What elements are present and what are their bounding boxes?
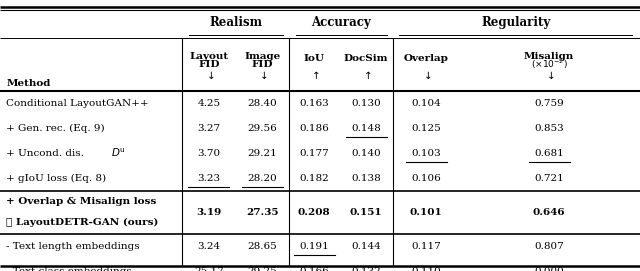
Text: 28.20: 28.20 xyxy=(248,173,277,183)
Text: 0.110: 0.110 xyxy=(412,267,441,271)
Text: 29.25: 29.25 xyxy=(248,267,277,271)
Text: 4.25: 4.25 xyxy=(197,99,221,108)
Text: 0.140: 0.140 xyxy=(351,149,381,158)
Text: 0.144: 0.144 xyxy=(351,242,381,251)
Text: + Gen. rec. (Eq. 9): + Gen. rec. (Eq. 9) xyxy=(6,124,105,133)
Text: - Text length embeddings: - Text length embeddings xyxy=(6,242,140,251)
Text: 0.104: 0.104 xyxy=(412,99,441,108)
Text: 0.853: 0.853 xyxy=(534,124,564,133)
Text: $\downarrow$: $\downarrow$ xyxy=(421,70,431,81)
Text: 25.17: 25.17 xyxy=(194,267,224,271)
Text: 27.35: 27.35 xyxy=(246,208,278,217)
Text: Misalign: Misalign xyxy=(524,52,574,61)
Text: $\downarrow$: $\downarrow$ xyxy=(544,70,554,81)
Text: 28.65: 28.65 xyxy=(248,242,277,251)
Text: 0.759: 0.759 xyxy=(534,99,564,108)
Text: Overlap: Overlap xyxy=(404,54,449,63)
Text: 0.103: 0.103 xyxy=(412,149,441,158)
Text: 3.27: 3.27 xyxy=(197,124,221,133)
Text: 0.000: 0.000 xyxy=(534,267,564,271)
Text: 3.19: 3.19 xyxy=(196,208,221,217)
Text: ≅ LayoutDETR-GAN (ours): ≅ LayoutDETR-GAN (ours) xyxy=(6,218,159,227)
Text: 0.163: 0.163 xyxy=(300,99,329,108)
Text: IoU: IoU xyxy=(304,54,324,63)
Text: Conditional LayoutGAN++: Conditional LayoutGAN++ xyxy=(6,99,149,108)
Text: 29.56: 29.56 xyxy=(248,124,277,133)
Text: 29.21: 29.21 xyxy=(248,149,277,158)
Text: 0.191: 0.191 xyxy=(300,242,329,251)
Text: Layout: Layout xyxy=(189,52,228,61)
Text: $\uparrow$: $\uparrow$ xyxy=(361,69,371,81)
Text: 0.130: 0.130 xyxy=(351,99,381,108)
Text: - Text class embeddings: - Text class embeddings xyxy=(6,267,132,271)
Text: + Uncond. dis.: + Uncond. dis. xyxy=(6,149,88,158)
Text: 0.721: 0.721 xyxy=(534,173,564,183)
Text: Accuracy: Accuracy xyxy=(311,16,371,29)
Text: 0.208: 0.208 xyxy=(298,208,330,217)
Text: FID: FID xyxy=(252,60,273,69)
Text: + gIoU loss (Eq. 8): + gIoU loss (Eq. 8) xyxy=(6,173,106,183)
Text: Image: Image xyxy=(244,52,280,61)
Text: $\downarrow$: $\downarrow$ xyxy=(257,70,268,81)
Text: 0.125: 0.125 xyxy=(412,124,441,133)
Text: $(\times10^{-2})$: $(\times10^{-2})$ xyxy=(531,58,568,71)
Text: 3.24: 3.24 xyxy=(197,242,221,251)
Text: 0.132: 0.132 xyxy=(351,267,381,271)
Text: 0.117: 0.117 xyxy=(412,242,441,251)
Text: $\uparrow$: $\uparrow$ xyxy=(309,69,319,81)
Text: $D^{\mathrm{u}}$: $D^{\mathrm{u}}$ xyxy=(111,147,125,159)
Text: 0.646: 0.646 xyxy=(533,208,565,217)
Text: Realism: Realism xyxy=(209,16,262,29)
Text: 0.807: 0.807 xyxy=(534,242,564,251)
Text: 0.106: 0.106 xyxy=(412,173,441,183)
Text: Regularity: Regularity xyxy=(481,16,550,29)
Text: 0.101: 0.101 xyxy=(410,208,443,217)
Text: 0.177: 0.177 xyxy=(300,149,329,158)
Text: 28.40: 28.40 xyxy=(248,99,277,108)
Text: 3.70: 3.70 xyxy=(197,149,221,158)
Text: 0.182: 0.182 xyxy=(300,173,329,183)
Text: + Overlap & Misalign loss: + Overlap & Misalign loss xyxy=(6,197,157,207)
Text: Method: Method xyxy=(6,79,51,88)
Text: 0.148: 0.148 xyxy=(351,124,381,133)
Text: 0.138: 0.138 xyxy=(351,173,381,183)
Text: 0.151: 0.151 xyxy=(350,208,382,217)
Text: 0.166: 0.166 xyxy=(300,267,329,271)
Text: FID: FID xyxy=(198,60,220,69)
Text: 0.681: 0.681 xyxy=(534,149,564,158)
Text: $\downarrow$: $\downarrow$ xyxy=(204,70,214,81)
Text: 3.23: 3.23 xyxy=(197,173,221,183)
Text: DocSim: DocSim xyxy=(344,54,388,63)
Text: 0.186: 0.186 xyxy=(300,124,329,133)
